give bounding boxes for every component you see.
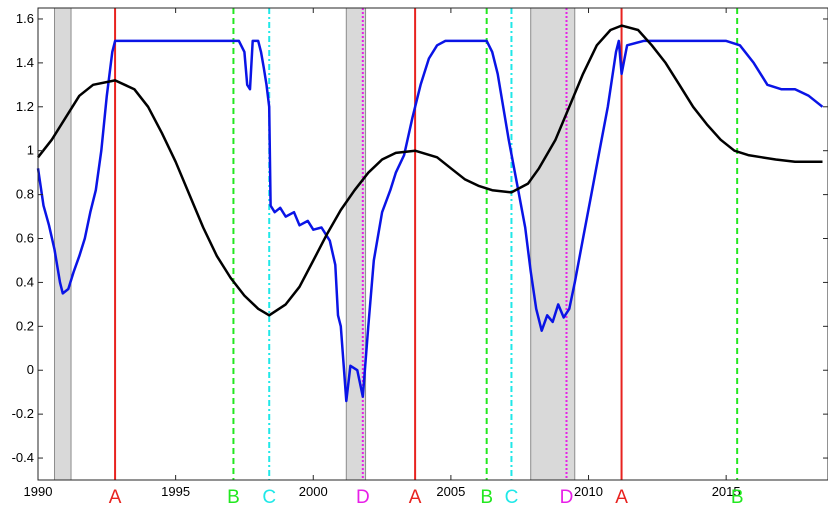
phase-label: D <box>356 487 370 508</box>
phase-label: D <box>560 487 574 508</box>
phase-label: A <box>409 487 422 508</box>
x-tick-label: 2015 <box>712 484 741 499</box>
y-tick-label: -0.4 <box>12 450 34 465</box>
phase-label: A <box>615 487 628 508</box>
y-tick-label: 1.6 <box>16 11 34 26</box>
plot-frame <box>37 7 828 481</box>
y-tick-label: 0 <box>27 362 34 377</box>
phase-label: C <box>505 487 519 508</box>
y-axis: -0.4 -0.2 0 0.2 0.4 0.6 0.8 1 1.2 1.4 1.6 <box>12 11 828 465</box>
y-tick-label: 1 <box>27 143 34 158</box>
y-tick-label: 1.2 <box>16 99 34 114</box>
recession-band <box>54 7 72 481</box>
series-line <box>37 24 823 317</box>
phase-label: B <box>227 487 240 508</box>
x-tick-label: 1995 <box>161 484 190 499</box>
y-tick-label: -0.2 <box>12 406 34 421</box>
y-tick-label: 0.4 <box>16 274 34 289</box>
series-lines <box>36 24 824 403</box>
y-tick-label: 1.4 <box>16 55 34 70</box>
x-tick-label: 1990 <box>24 484 53 499</box>
x-tick-label: 2010 <box>574 484 603 499</box>
x-tick-label: 2005 <box>436 484 465 499</box>
phase-markers <box>114 8 739 480</box>
phase-label: A <box>109 487 122 508</box>
recession-band <box>530 7 576 481</box>
recession-bands <box>54 7 576 481</box>
y-tick-label: 0.2 <box>16 318 34 333</box>
x-axis: 1990 1995 2000 2005 2010 2015 <box>24 8 741 499</box>
phase-label: C <box>262 487 276 508</box>
y-tick-label: 0.6 <box>16 231 34 246</box>
series-line <box>36 39 824 403</box>
y-tick-label: 0.8 <box>16 187 34 202</box>
phase-label: B <box>731 487 744 508</box>
phase-label: B <box>480 487 493 508</box>
x-tick-label: 2000 <box>299 484 328 499</box>
